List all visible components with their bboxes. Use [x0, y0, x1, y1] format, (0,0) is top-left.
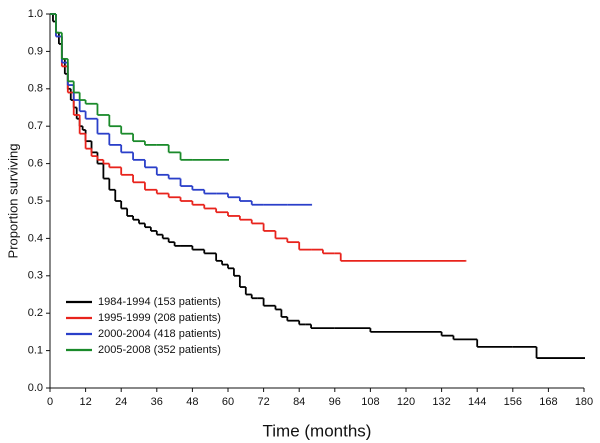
- x-tick-label: 12: [79, 396, 91, 408]
- y-tick-label: 0.4: [28, 232, 43, 244]
- x-tick-label: 108: [361, 396, 379, 408]
- legend-label: 2000-2004 (418 patients): [98, 328, 221, 340]
- x-tick-label: 24: [115, 396, 127, 408]
- legend-label: 1984-1994 (153 patients): [98, 296, 221, 308]
- y-tick-label: 0.6: [28, 158, 43, 170]
- x-tick-label: 144: [468, 396, 486, 408]
- x-tick-label: 0: [47, 396, 53, 408]
- y-tick-label: 0.7: [28, 120, 43, 132]
- x-axis-title: Time (months): [263, 421, 372, 440]
- y-tick-label: 0.9: [28, 45, 43, 57]
- y-tick-label: 0.5: [28, 195, 43, 207]
- y-axis-title: Proportion surviving: [5, 144, 20, 259]
- x-tick-label: 132: [432, 396, 450, 408]
- x-tick-label: 180: [575, 396, 593, 408]
- legend-label: 1995-1999 (208 patients): [98, 312, 221, 324]
- x-tick-label: 96: [329, 396, 341, 408]
- x-tick-label: 84: [293, 396, 305, 408]
- x-tick-label: 60: [222, 396, 234, 408]
- y-tick-label: 1.0: [28, 8, 43, 20]
- y-tick-label: 0.8: [28, 83, 43, 95]
- y-tick-label: 0.2: [28, 307, 43, 319]
- x-tick-label: 120: [397, 396, 415, 408]
- x-tick-label: 48: [186, 396, 198, 408]
- x-tick-label: 156: [504, 396, 522, 408]
- x-tick-label: 72: [257, 396, 269, 408]
- y-tick-label: 0.0: [28, 382, 43, 394]
- y-tick-label: 0.1: [28, 345, 43, 357]
- x-tick-label: 36: [151, 396, 163, 408]
- legend-label: 2005-2008 (352 patients): [98, 344, 221, 356]
- x-tick-label: 168: [539, 396, 557, 408]
- y-tick-label: 0.3: [28, 270, 43, 282]
